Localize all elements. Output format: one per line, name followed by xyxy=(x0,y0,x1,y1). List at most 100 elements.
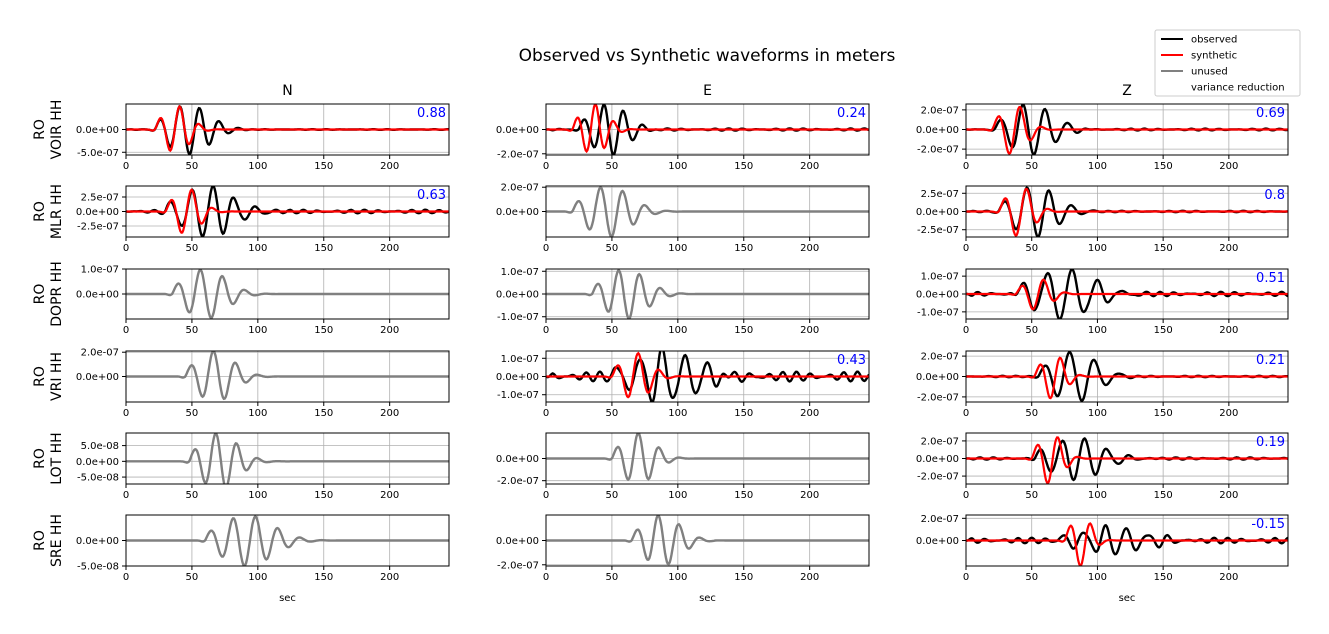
y-tick-label: -2.0e-07 xyxy=(917,145,959,156)
y-tick-label: 0.0e+00 xyxy=(76,290,119,301)
row-label-network: RO xyxy=(32,530,48,551)
x-tick-label: 0 xyxy=(963,408,969,419)
x-tick-label: 0 xyxy=(963,243,969,254)
panel-e-row-5: 0 50 100 150 200 0.0e+00 -2.0e-07 xyxy=(496,432,870,501)
panel-e-row-4: 0 50 100 150 200 1.0e-07 0.0e+00 -1.0e-07 0.43 xyxy=(496,350,870,419)
x-tick-label: 50 xyxy=(606,490,619,501)
y-tick-label: 2.0e-07 xyxy=(501,183,539,194)
legend-label: unused xyxy=(1191,67,1228,78)
column-title-z: Z xyxy=(1122,83,1132,99)
x-tick-label: 50 xyxy=(186,408,199,419)
panel-n-row-4: 0 50 100 150 200 2.0e-07 0.0e+00 xyxy=(76,348,450,419)
panel-z-row-6: 0 50 100 150 200 2.0e-07 0.0e+00 -0.15 xyxy=(916,514,1289,583)
x-tick-label: 200 xyxy=(1219,161,1238,172)
x-tick-label: 50 xyxy=(1025,161,1038,172)
x-tick-label: 50 xyxy=(606,325,619,336)
x-tick-label: 50 xyxy=(186,243,199,254)
y-tick-label: 2.5e-07 xyxy=(81,193,119,204)
variance-reduction-value: 0.8 xyxy=(1264,188,1285,203)
y-tick-label: 0.0e+00 xyxy=(916,454,959,465)
row-label-station: MLR HH xyxy=(49,184,65,239)
y-tick-label: 0.0e+00 xyxy=(76,457,119,468)
row-label-station: VOIR HH xyxy=(49,100,65,160)
x-tick-label: 0 xyxy=(963,161,969,172)
x-tick-label: 200 xyxy=(1219,243,1238,254)
y-tick-label: 0.0e+00 xyxy=(76,536,119,547)
y-tick-label: -2.0e-07 xyxy=(917,472,959,483)
x-tick-label: 50 xyxy=(186,490,199,501)
y-tick-label: -1.0e-07 xyxy=(497,312,539,323)
synthetic-trace xyxy=(966,278,1288,311)
x-tick-label: 100 xyxy=(668,325,687,336)
y-tick-label: 1.0e-07 xyxy=(501,267,539,278)
x-tick-label: 200 xyxy=(380,325,399,336)
y-tick-label: -2.0e-07 xyxy=(917,392,959,403)
panel-z-row-4: 0 50 100 150 200 2.0e-07 0.0e+00 -2.0e-07 0.21 xyxy=(916,350,1289,419)
legend-frame xyxy=(1154,29,1301,97)
x-tick-label: 150 xyxy=(734,325,753,336)
x-tick-label: 200 xyxy=(1219,490,1238,501)
y-tick-label: 0.0e+00 xyxy=(76,207,119,218)
x-tick-label: 150 xyxy=(314,161,333,172)
panel-grid: RO VOIR HH0 50 100 150 2000.0e+00-5.0e-070.88… xyxy=(32,100,1289,583)
x-tick-label: 100 xyxy=(248,572,267,583)
x-tick-label: 150 xyxy=(314,243,333,254)
x-tick-label: 50 xyxy=(606,572,619,583)
x-tick-label: 0 xyxy=(123,161,129,172)
variance-reduction-value: -0.15 xyxy=(1251,517,1285,532)
row-label-station: LOT HH xyxy=(49,432,65,484)
x-tick-label: 150 xyxy=(314,490,333,501)
unused-trace xyxy=(126,433,449,484)
figure-title: Observed vs Synthetic waveforms in meter… xyxy=(519,46,896,66)
y-tick-label: 2.0e-07 xyxy=(81,348,119,359)
legend-label: variance reduction xyxy=(1191,83,1285,94)
x-axis-label: sec xyxy=(699,593,716,604)
x-tick-label: 100 xyxy=(248,243,267,254)
x-tick-label: 0 xyxy=(543,161,549,172)
x-tick-label: 100 xyxy=(248,325,267,336)
x-tick-label: 0 xyxy=(963,572,969,583)
column-title-n: N xyxy=(282,83,292,99)
y-tick-label: 1.0e-07 xyxy=(81,265,119,276)
y-tick-label: 2.0e-07 xyxy=(921,352,959,363)
y-tick-label: 0.0e+00 xyxy=(496,372,539,383)
x-tick-label: 100 xyxy=(1088,490,1107,501)
y-tick-label: 0.0e+00 xyxy=(76,125,119,136)
x-tick-label: 200 xyxy=(800,161,819,172)
x-tick-label: 100 xyxy=(1088,408,1107,419)
x-tick-label: 100 xyxy=(248,161,267,172)
panel-z-row-5: 0 50 100 150 200 2.0e-07 0.0e+00 -2.0e-07 0.19 xyxy=(916,432,1289,501)
y-tick-label: 0.0e+00 xyxy=(916,125,959,136)
y-tick-label: 0.0e+00 xyxy=(916,536,959,547)
variance-reduction-value: 0.43 xyxy=(837,353,866,368)
synthetic-trace xyxy=(966,522,1288,566)
x-tick-label: 200 xyxy=(800,572,819,583)
variance-reduction-value: 0.69 xyxy=(1256,106,1285,121)
unused-trace xyxy=(546,269,869,319)
y-tick-label: -5.0e-07 xyxy=(77,148,119,159)
unused-trace xyxy=(546,515,869,566)
x-tick-label: 50 xyxy=(1025,408,1038,419)
x-tick-label: 0 xyxy=(543,490,549,501)
synthetic-trace xyxy=(546,104,869,154)
y-tick-label: 1.0e-07 xyxy=(501,354,539,365)
y-tick-label: 0.0e+00 xyxy=(496,454,539,465)
y-tick-label: -2.0e-07 xyxy=(497,149,539,160)
x-tick-label: 200 xyxy=(380,572,399,583)
x-tick-label: 50 xyxy=(186,572,199,583)
x-tick-label: 0 xyxy=(123,408,129,419)
x-axis-label: sec xyxy=(1119,593,1136,604)
row-label-station: SRE HH xyxy=(49,514,65,567)
synthetic-trace xyxy=(966,436,1288,484)
x-axis-labels: sec sec sec xyxy=(279,593,1135,604)
panel-n-row-3: 0 50 100 150 200 1.0e-07 0.0e+00 xyxy=(76,265,450,336)
panel-n-row-1: 0 50 100 150 200 0.0e+00 -5.0e-07 0.88 xyxy=(76,103,450,172)
panel-z-row-3: 0 50 100 150 200 1.0e-07 0.0e+00 -1.0e-07 0.51 xyxy=(916,268,1289,336)
x-tick-label: 0 xyxy=(543,243,549,254)
axes-frame xyxy=(125,432,450,485)
x-tick-label: 200 xyxy=(380,161,399,172)
x-tick-label: 50 xyxy=(1025,490,1038,501)
variance-reduction-value: 0.24 xyxy=(837,106,866,121)
